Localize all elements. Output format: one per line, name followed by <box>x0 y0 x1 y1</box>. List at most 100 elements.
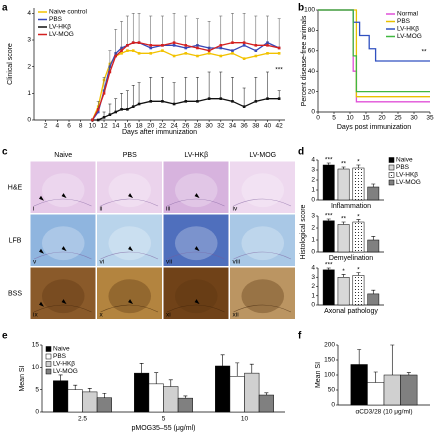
x-tick-label: 28 <box>194 123 202 130</box>
point <box>254 100 258 103</box>
error-bar <box>207 71 211 99</box>
tissue-edge <box>100 304 159 313</box>
legend-swatch <box>388 179 395 186</box>
arrowhead <box>61 299 67 305</box>
y-tick-label: 3 <box>311 167 315 174</box>
error-bar <box>230 77 234 102</box>
y-tick-label: 200 <box>324 342 335 349</box>
tissue-edge <box>100 198 159 207</box>
point <box>120 108 123 111</box>
legend-label: PBS <box>49 16 63 23</box>
point <box>219 97 223 100</box>
point <box>126 44 129 47</box>
x-tick-label: 20 <box>378 115 386 122</box>
x-tick-label: 18 <box>135 123 143 130</box>
arrowhead <box>194 246 200 252</box>
bar <box>82 391 98 413</box>
point <box>231 49 234 52</box>
numeral: vii <box>166 259 172 266</box>
error-bar <box>373 371 378 383</box>
y-tick-label: 3 <box>311 213 315 220</box>
y-tick-label: 2 <box>311 283 315 290</box>
arrowhead <box>39 248 44 254</box>
arrowhead <box>61 246 67 252</box>
x-tick-label: 8 <box>79 123 83 130</box>
error-bar <box>341 166 346 169</box>
legend-label: PBS <box>53 353 67 360</box>
point <box>254 44 258 47</box>
point <box>196 54 199 58</box>
x-tick-label: 10 <box>89 123 97 130</box>
significance: * <box>357 159 360 166</box>
numeral: iii <box>166 206 170 213</box>
significance: * <box>342 268 345 275</box>
point <box>231 52 234 55</box>
numeral: iv <box>233 206 238 213</box>
error-bar <box>195 77 199 102</box>
legend-label: LV-MOG <box>397 33 422 40</box>
x-tick-label: 16 <box>124 123 132 130</box>
x-tick-label: 12 <box>100 123 108 130</box>
y-tick-label: 50 <box>328 387 336 394</box>
point <box>242 105 246 108</box>
y-tick-label: 100 <box>304 7 315 14</box>
point <box>161 44 164 47</box>
legend-swatch <box>45 353 52 360</box>
bar <box>177 397 193 413</box>
point <box>184 46 188 50</box>
error-bar <box>108 103 112 115</box>
error-bar <box>249 363 254 374</box>
point <box>184 44 188 47</box>
bar <box>337 224 350 253</box>
significance: * <box>357 266 360 273</box>
x-tick-label: 36 <box>241 123 249 130</box>
y-tick-label: 80 <box>308 27 316 34</box>
tissue-region <box>241 279 285 314</box>
error-bar <box>254 15 258 46</box>
error-bar <box>114 98 118 112</box>
point <box>242 44 246 47</box>
y-tick-label: 150 <box>324 357 335 364</box>
legend-swatch <box>388 164 395 171</box>
series-line <box>318 9 430 103</box>
x-tick-label: 34 <box>229 123 237 130</box>
point <box>137 41 141 44</box>
x-tick-label: 14 <box>112 123 120 130</box>
tissue-region <box>241 226 285 261</box>
bar <box>337 277 350 306</box>
bar <box>258 394 274 413</box>
panel-label: e <box>2 331 8 342</box>
micrograph <box>163 161 229 213</box>
error-bar <box>139 363 144 374</box>
tissue-edge <box>166 251 225 260</box>
error-bar <box>230 13 234 43</box>
arrowhead <box>61 193 67 199</box>
x-tick-label: 2.5 <box>78 416 87 423</box>
error-bar <box>137 82 141 104</box>
legend-label: Naive <box>53 346 70 353</box>
error-bar <box>108 50 112 72</box>
arrowhead <box>39 301 44 307</box>
micrograph <box>30 161 96 213</box>
y-tick-label: 4 <box>311 157 315 164</box>
annotation: *** <box>275 67 283 74</box>
legend-label: Naive control <box>49 9 87 16</box>
x-tick-label: 0 <box>316 115 320 122</box>
error-bar <box>265 71 269 99</box>
point <box>96 110 100 114</box>
column-header: LV-MOG <box>249 152 276 159</box>
error-bar <box>96 101 100 110</box>
tissue-edge <box>33 198 92 207</box>
tissue-region <box>108 173 152 208</box>
bar <box>383 374 401 406</box>
error-bar <box>137 13 141 43</box>
error-bar <box>326 267 331 270</box>
legend-label: Normal <box>397 11 419 18</box>
legend-swatch <box>45 368 52 375</box>
x-tick-label: 6 <box>67 123 71 130</box>
x-tick-label: 24 <box>170 123 178 130</box>
significance: * <box>357 213 360 220</box>
error-bar <box>160 15 164 46</box>
error-bar <box>220 354 225 366</box>
x-tick-label: 30 <box>410 115 418 122</box>
